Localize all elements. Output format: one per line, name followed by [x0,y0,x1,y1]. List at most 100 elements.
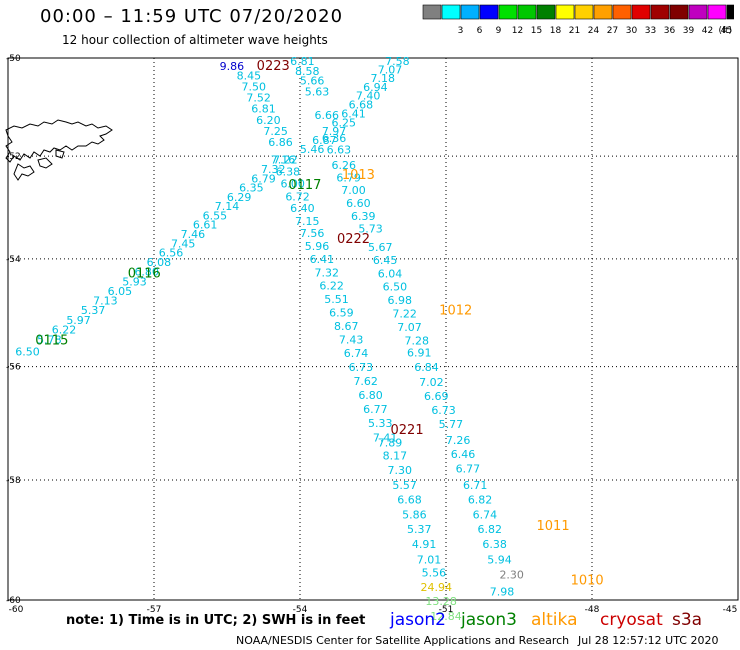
wave-height-value: 5.37 [81,304,106,317]
falkland-islands-coastline [5,119,113,181]
wave-height-value: 7.00 [341,184,366,197]
legend-swatch [688,4,708,20]
wave-height-value: 6.81 [290,55,315,68]
wave-height-value: 6.40 [290,202,315,215]
wave-height-value: 6.63 [327,144,352,157]
wave-height-value: 6.56 [159,247,184,260]
wave-height-value: 5.56 [422,567,447,580]
legend-swatch [479,4,499,20]
wave-height-value: 6.22 [319,280,344,293]
sat-label-jason3: jason3 [461,610,517,630]
wave-height-value: 13.28 [425,595,457,608]
wave-height-value: 5.73 [358,223,383,236]
legend-tick-label: 18 [550,26,562,36]
wave-height-value: 6.36 [322,132,347,145]
pass-time-tag: 0222 [337,232,370,247]
lon-tick-label: -45 [723,605,738,615]
footer-credit: NOAA/NESDIS Center for Satellite Applica… [236,634,570,647]
wave-height-value: 8.17 [383,450,408,463]
wave-height-value: 6.79 [336,171,361,184]
wave-height-value: 7.26 [446,434,471,447]
wave-height-value: 5.78 [37,333,62,346]
wave-height-value: 6.73 [349,361,374,374]
wave-height-value: 8.67 [334,320,359,333]
wave-height-value: 6.68 [349,99,374,112]
legend-tick-label: 9 [496,26,502,36]
wave-height-value: 6.77 [456,462,481,475]
wave-height-value: 6.69 [424,390,449,403]
wave-height-value: 7.62 [353,375,378,388]
wave-height-value: 6.35 [239,182,264,195]
map-title: 00:00 – 11:59 UTC 07/20/2020 [40,6,344,27]
lat-tick-label: -58 [6,476,21,486]
wave-height-value: 6.25 [332,116,357,129]
sat-label-jason2: jason2 [390,610,446,630]
pass-time-tag: 1011 [537,519,570,534]
wave-height-value: 7.25 [263,125,288,138]
wave-height-value: 7.07 [378,63,403,76]
wave-height-value: 7.02 [419,376,444,389]
legend-tick-label: 6 [477,26,483,36]
wave-height-value: 6.04 [378,267,403,280]
wave-height-value: 5.94 [487,553,512,566]
wave-height-value: 12.84 [430,610,462,623]
wave-height-value: 6.55 [203,209,228,222]
map-frame [7,57,739,601]
wave-height-value: 7.43 [339,333,364,346]
legend-tick-label: 36 [664,26,676,36]
wave-height-value: 7.32 [261,163,286,176]
wave-height-labels: 9.868.457.507.526.816.207.256.866.818.58… [15,55,524,623]
legend-swatch [536,4,556,20]
wave-height-value: 6.73 [431,404,456,417]
wave-height-value: 8.58 [295,65,320,78]
legend-tick-label: 12 [512,26,523,36]
note-row: note: 1) Time is in UTC; 2) SWH is in fe… [0,610,740,632]
wave-height-value: 5.96 [305,240,330,253]
wave-height-value: 7.46 [181,228,206,241]
legend-tick-label: 30 [626,26,638,36]
sat-label-s3a: s3a [672,610,703,630]
lon-tick-label: -60 [9,605,24,615]
wave-height-value: 6.00 [280,177,305,190]
legend-tick-label: 21 [569,26,580,36]
lon-tick-label: -48 [585,605,600,615]
wave-height-value: 7.22 [273,154,298,167]
wave-height-value: 6.77 [363,403,388,416]
pass-time-tag: 0117 [288,178,321,193]
wave-height-value: 6.82 [478,523,503,536]
legend-unit: (ft) [718,26,732,36]
legend-tick-label: 15 [531,26,542,36]
wave-height-value: 7.41 [373,431,398,444]
pass-time-tag: 1013 [342,168,375,183]
wave-height-value: 7.16 [271,154,296,167]
lon-tick-label: -54 [293,605,308,615]
wave-height-value: 9.86 [220,60,245,73]
pass-time-tag: 1012 [439,304,472,319]
wave-height-value: 7.13 [93,295,118,308]
sat-label-cryosat: cryosat [600,610,663,630]
wave-height-value: 7.58 [385,55,410,68]
pass-time-tag: 0115 [35,334,68,349]
wave-height-value: 8.45 [237,70,262,83]
wave-height-value: 6.91 [407,347,432,360]
legend-swatch [631,4,651,20]
wave-height-value: 6.41 [310,253,335,266]
wave-height-value: 6.50 [15,346,40,359]
legend-tick-label: 24 [588,26,600,36]
wave-height-value: 24.94 [421,581,453,594]
wave-height-value: 6.74 [473,508,498,521]
legend-tick-label: 39 [683,26,695,36]
wave-height-value: 5.63 [305,85,330,98]
wave-height-value: 7.22 [392,307,417,320]
wave-height-value: 6.59 [329,306,354,319]
pass-time-tag: 0223 [257,59,290,74]
wave-height-value: 6.45 [373,254,398,267]
legend-swatch [422,4,442,20]
legend-tick-label: 33 [645,26,656,36]
legend-swatch [517,4,537,20]
lon-tick-label: -51 [439,605,454,615]
wave-height-value: 6.05 [108,285,133,298]
wave-height-value: 7.07 [397,321,422,334]
color-legend: 36912151821242730333639424570(ft) [422,4,734,36]
